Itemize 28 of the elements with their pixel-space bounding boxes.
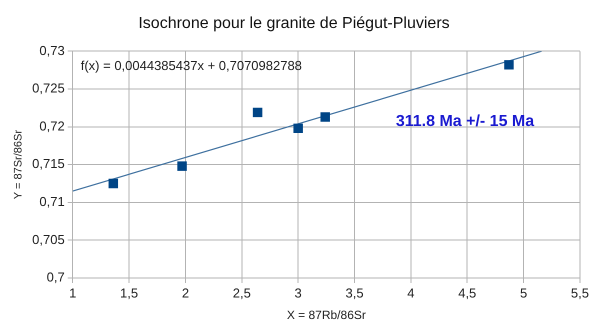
- annotation: f(x) = 0,0044385437x + 0,7070982788: [80, 58, 302, 73]
- y-tick-label: 0,73: [39, 42, 65, 58]
- x-tick-label: 5: [520, 285, 528, 300]
- annotation: 311.8 Ma +/- 15 Ma: [396, 112, 534, 130]
- y-tick-label: 0,705: [32, 232, 65, 247]
- y-tick-label: 0,725: [32, 80, 65, 96]
- x-tick-label: 3: [294, 285, 302, 300]
- point: [177, 161, 187, 171]
- point: [320, 112, 330, 122]
- x-tick-label: 4,5: [458, 285, 476, 300]
- chart-title: Isochrone pour le granite de Piégut-Pluviers: [138, 15, 450, 32]
- y-tick-label: 0,7: [46, 270, 65, 285]
- x-tick-label: 1,5: [120, 285, 138, 300]
- point: [504, 60, 514, 70]
- y-axis-title: Y = 87Sr/86Sr: [12, 130, 25, 200]
- x-tick-label: 5,5: [570, 285, 590, 300]
- y-tick-label: 0,715: [32, 156, 65, 172]
- y-tick-label: 0,72: [39, 118, 65, 134]
- x-tick-label: 2: [182, 285, 190, 300]
- x-tick-label: 3,5: [345, 285, 364, 300]
- y-tick-label: 0,71: [39, 194, 65, 209]
- point: [252, 108, 262, 118]
- point: [108, 178, 118, 188]
- x-tick-label: 1: [69, 285, 76, 300]
- x-tick-label: 2,5: [232, 285, 251, 300]
- x-axis-title: X = 87Rb/86Sr: [286, 308, 366, 322]
- x-tick-label: 4: [407, 285, 415, 300]
- point: [293, 124, 303, 134]
